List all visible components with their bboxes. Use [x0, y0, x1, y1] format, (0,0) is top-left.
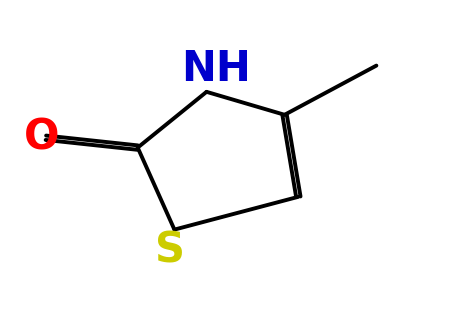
Text: NH: NH: [181, 48, 251, 90]
Text: S: S: [155, 230, 185, 272]
Text: O: O: [23, 117, 59, 159]
